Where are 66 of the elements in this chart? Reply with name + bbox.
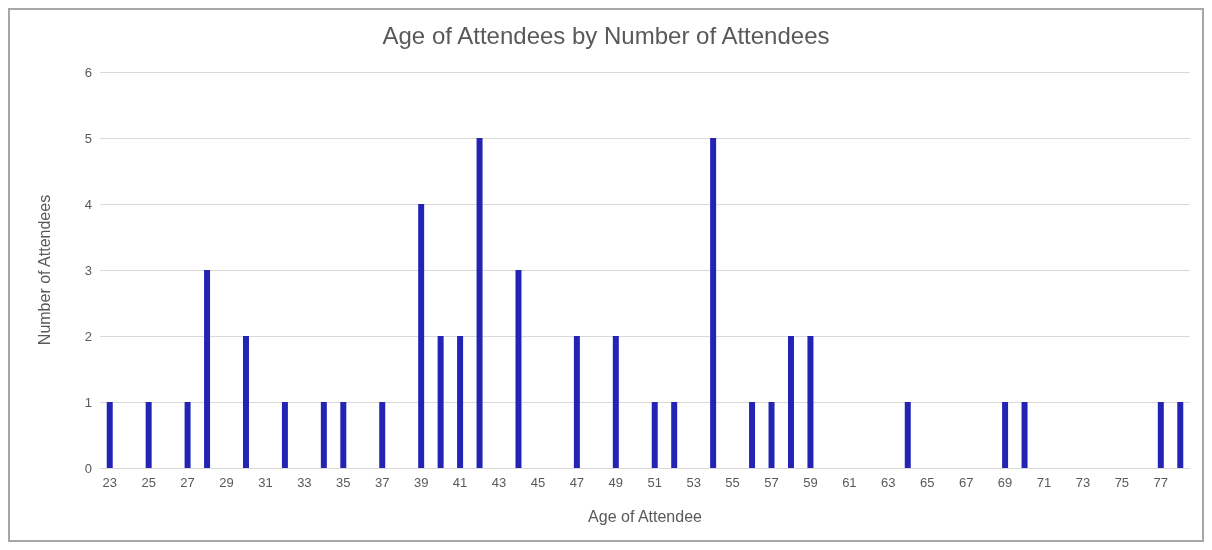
- x-tick-label: 31: [258, 475, 273, 490]
- x-tick-label: 51: [647, 475, 662, 490]
- x-tick-label: 61: [842, 475, 857, 490]
- bar: [671, 402, 678, 468]
- x-tick-label: 75: [1114, 475, 1130, 490]
- bar: [904, 402, 911, 468]
- bar: [1021, 402, 1028, 468]
- bar: [204, 270, 211, 468]
- bar: [457, 336, 464, 468]
- x-tick-label: 59: [803, 475, 818, 490]
- x-tick-label: 39: [413, 475, 429, 490]
- bar: [418, 204, 425, 468]
- x-tick-label: 57: [764, 475, 779, 490]
- x-tick-label: 43: [491, 475, 507, 490]
- bar: [515, 270, 522, 468]
- x-tick-label: 77: [1153, 475, 1169, 490]
- y-tick-label: 5: [84, 130, 92, 146]
- x-tick-label: 27: [180, 475, 195, 490]
- bar: [807, 336, 814, 468]
- x-tick-label: 29: [219, 475, 234, 490]
- x-tick-label: 67: [958, 475, 974, 490]
- x-tick-label: 33: [297, 475, 312, 490]
- x-tick-label: 69: [997, 475, 1013, 490]
- x-tick-label: 41: [452, 475, 468, 490]
- y-tick-label: 6: [84, 64, 92, 80]
- chart-title: Age of Attendees by Number of Attendees: [382, 21, 830, 49]
- bar: [1157, 402, 1164, 468]
- bar: [787, 336, 794, 468]
- bar: [1177, 402, 1184, 468]
- x-tick-label: 25: [141, 475, 156, 490]
- y-tick-label: 0: [84, 460, 92, 476]
- bar: [476, 138, 483, 468]
- x-tick-label: 45: [530, 475, 546, 490]
- bar: [379, 402, 386, 468]
- bar: [612, 336, 619, 468]
- bar: [106, 402, 113, 468]
- bar: [184, 402, 191, 468]
- x-tick-label: 49: [608, 475, 624, 490]
- x-tick-label: 23: [102, 475, 117, 490]
- y-tick-label: 3: [84, 262, 92, 278]
- bar: [768, 402, 775, 468]
- x-tick-label: 35: [336, 475, 351, 490]
- x-tick-label: 63: [881, 475, 896, 490]
- x-axis-title: Age of Attendee: [588, 507, 703, 525]
- bar: [651, 402, 658, 468]
- x-tick-label: 55: [725, 475, 740, 490]
- bar: [437, 336, 444, 468]
- x-tick-label: 37: [375, 475, 390, 490]
- bar: [749, 402, 756, 468]
- x-tick-label: 47: [569, 475, 585, 490]
- bar: [340, 402, 347, 468]
- bar: [145, 402, 152, 468]
- y-axis-title: Number of Attendees: [35, 194, 53, 346]
- x-tick-label: 73: [1075, 475, 1091, 490]
- x-tick-label: 71: [1036, 475, 1052, 490]
- bar: [1002, 402, 1009, 468]
- bar: [320, 402, 327, 468]
- bar: [242, 336, 249, 468]
- y-tick-label: 4: [84, 196, 92, 212]
- bar: [573, 336, 580, 468]
- x-tick-label: 65: [920, 475, 935, 490]
- bar: [281, 402, 288, 468]
- x-tick-label: 53: [686, 475, 701, 490]
- y-tick-label: 2: [84, 328, 92, 344]
- y-tick-label: 1: [84, 394, 92, 410]
- bar: [710, 138, 717, 468]
